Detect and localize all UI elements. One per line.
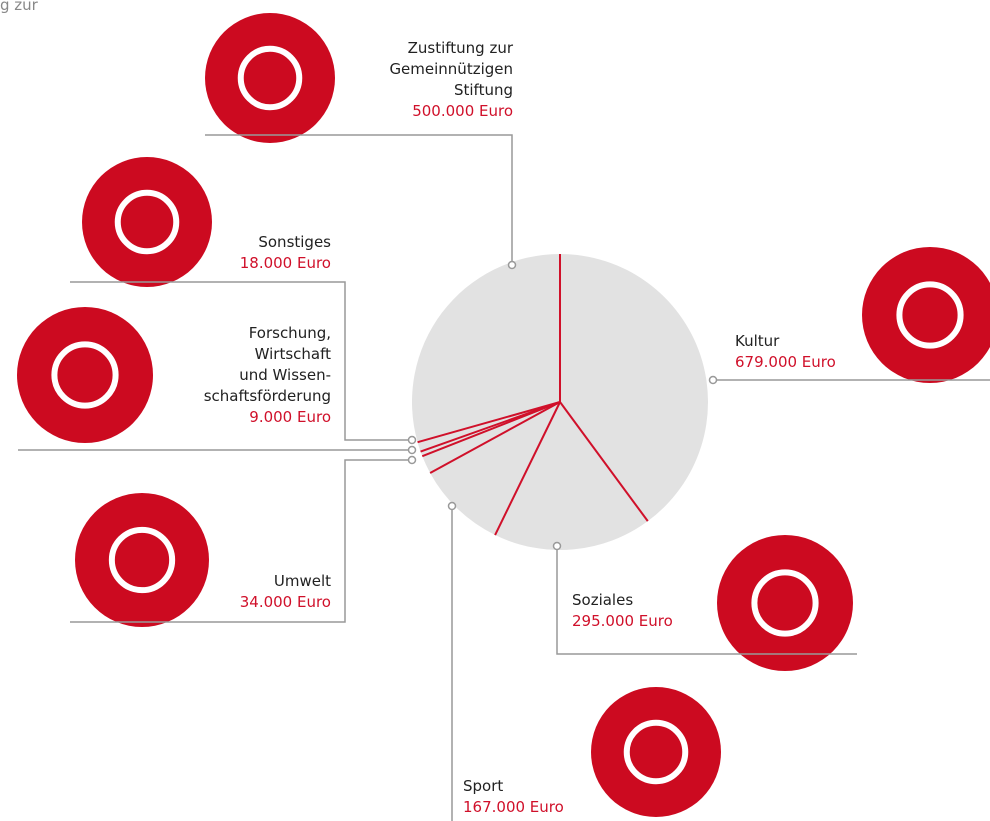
category-label: Kultur — [735, 332, 780, 350]
slice-label: Sport 167.000 Euro — [463, 776, 564, 818]
pie-slice — [412, 253, 560, 443]
leader-dot — [507, 260, 517, 270]
value-label: 679.000 Euro — [735, 353, 836, 371]
value-label: 167.000 Euro — [463, 798, 564, 816]
value-label: 18.000 Euro — [239, 254, 331, 272]
icon-circle — [17, 307, 153, 443]
slice-separator — [559, 401, 649, 522]
leader-dot — [407, 455, 417, 465]
leader-dot — [407, 435, 417, 445]
icon-circle — [717, 535, 853, 671]
value-label: 295.000 Euro — [572, 612, 673, 630]
category-label: Umwelt — [273, 572, 331, 590]
leader-line — [205, 134, 513, 265]
leader-dot — [447, 501, 457, 511]
value-label: 9.000 Euro — [249, 408, 331, 426]
icon-glyph — [237, 45, 303, 111]
slice-label: Soziales 295.000 Euro — [572, 590, 673, 632]
icon-circle — [591, 687, 721, 817]
leader-dot — [407, 445, 417, 455]
slice-label: Kultur 679.000 Euro — [735, 331, 836, 373]
pie-slice — [495, 402, 648, 550]
icon-glyph — [51, 341, 119, 409]
slice-separator — [417, 401, 561, 444]
slice-separator — [429, 401, 561, 474]
category-label: Zustiftung zur Gemeinnützigen Stiftung — [389, 39, 513, 99]
slice-separator — [494, 401, 561, 536]
icon-glyph — [896, 281, 964, 349]
icon-circle — [205, 13, 335, 143]
icon-glyph — [751, 569, 819, 637]
pie-slice — [430, 402, 560, 536]
leader-dot — [708, 375, 718, 385]
leader-line — [70, 281, 412, 441]
leader-line — [556, 546, 857, 655]
pie-slice — [560, 254, 709, 522]
category-label: Sport — [463, 777, 504, 795]
category-label: Soziales — [572, 591, 634, 609]
category-label: Sonstiges — [258, 233, 331, 251]
leader-dot — [552, 541, 562, 551]
category-label: Forschung, Wirtschaft und Wissen- schaft… — [203, 324, 331, 405]
slice-separator — [420, 401, 561, 453]
icon-glyph — [623, 719, 689, 785]
icon-glyph — [108, 526, 176, 594]
icon-circle — [862, 247, 990, 383]
slice-label: Zustiftung zur Gemeinnützigen Stiftung 50… — [389, 38, 513, 122]
icon-glyph — [114, 189, 180, 255]
title: g zur — [0, 0, 38, 14]
value-label: 500.000 Euro — [412, 102, 513, 120]
leader-line — [70, 459, 412, 623]
slice-label: Forschung, Wirtschaft und Wissen- schaft… — [204, 323, 331, 428]
icon-circle — [75, 493, 209, 627]
slice-label: Umwelt 34.000 Euro — [240, 571, 331, 613]
slice-label: Sonstiges 18.000 Euro — [240, 232, 331, 274]
icon-circle — [82, 157, 212, 287]
value-label: 34.000 Euro — [239, 593, 331, 611]
